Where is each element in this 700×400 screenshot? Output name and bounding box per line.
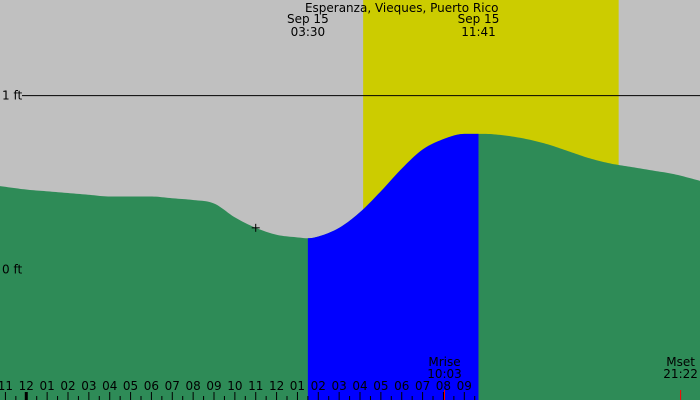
x-tick-label: 10: [227, 379, 242, 393]
x-tick-label: 03: [332, 379, 347, 393]
low-tide-marker: [251, 223, 260, 232]
x-axis: 11 12 01 02 03 04 05 06 07 08 09 10 11 12 01 02 03 04 05 06…: [0, 379, 476, 400]
y-label-0ft: 0 ft: [2, 263, 22, 277]
x-tick-label: 03: [81, 379, 96, 393]
x-tick-label: 07: [165, 379, 180, 393]
x-tick-label: 02: [311, 379, 326, 393]
x-tick-label: 08: [436, 379, 451, 393]
y-label-1ft: 1 ft: [2, 89, 22, 103]
x-tick-label: 01: [290, 379, 305, 393]
x-tick-label: 09: [457, 379, 472, 393]
low-tide-date: Sep 15: [287, 12, 329, 26]
x-tick-label: 04: [102, 379, 117, 393]
chart-title: Esperanza, Vieques, Puerto Rico: [305, 1, 499, 15]
x-tick-label: 05: [373, 379, 388, 393]
rising-tide-area: [307, 133, 479, 400]
midnight-tick: [24, 392, 28, 400]
x-tick-label: 09: [206, 379, 221, 393]
x-tick-label: 06: [144, 379, 159, 393]
x-tick-label: 05: [123, 379, 138, 393]
x-tick-label: 06: [394, 379, 409, 393]
high-tide-time: 11:41: [461, 25, 496, 39]
x-tick-label: 12: [269, 379, 284, 393]
x-tick-label: 02: [60, 379, 75, 393]
x-tick-label: 01: [39, 379, 54, 393]
x-tick-label: 04: [352, 379, 367, 393]
x-tick-label: 12: [19, 379, 34, 393]
moonrise-time: 10:03: [427, 367, 462, 381]
moonset-time: 21:22: [663, 367, 698, 381]
moonset-label: Mset: [666, 355, 695, 369]
high-tide-date: Sep 15: [458, 12, 500, 26]
x-tick-label: 08: [186, 379, 201, 393]
x-tick-label: 11: [0, 379, 13, 393]
low-tide-time: 03:30: [291, 25, 326, 39]
moon-event-ticks: [443, 390, 682, 400]
x-tick-label: 11: [248, 379, 263, 393]
moonrise-label: Mrise: [428, 355, 460, 369]
x-tick-label: 07: [415, 379, 430, 393]
